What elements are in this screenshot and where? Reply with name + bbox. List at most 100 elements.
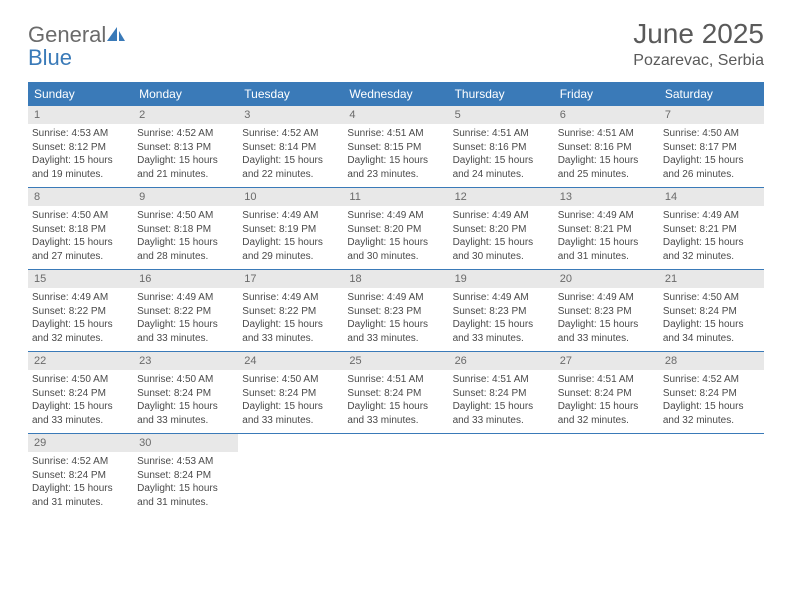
day-number: 15 — [28, 270, 133, 288]
dow-cell: Tuesday — [238, 82, 343, 106]
day-number: 10 — [238, 188, 343, 206]
day-body: Sunrise: 4:51 AMSunset: 8:15 PMDaylight:… — [343, 127, 448, 181]
day-body: Sunrise: 4:52 AMSunset: 8:14 PMDaylight:… — [238, 127, 343, 181]
logo: General Blue — [28, 24, 126, 70]
day-body: Sunrise: 4:49 AMSunset: 8:23 PMDaylight:… — [343, 291, 448, 345]
day-number: 1 — [28, 106, 133, 124]
day-body: Sunrise: 4:50 AMSunset: 8:24 PMDaylight:… — [659, 291, 764, 345]
day-cell: 16 Sunrise: 4:49 AMSunset: 8:22 PMDayligh… — [133, 270, 238, 351]
day-body: Sunrise: 4:52 AMSunset: 8:24 PMDaylight:… — [659, 373, 764, 427]
day-number: 29 — [28, 434, 133, 452]
day-number: 9 — [133, 188, 238, 206]
day-cell — [343, 434, 448, 515]
day-body: Sunrise: 4:51 AMSunset: 8:24 PMDaylight:… — [449, 373, 554, 427]
day-number: 17 — [238, 270, 343, 288]
day-body: Sunrise: 4:49 AMSunset: 8:21 PMDaylight:… — [554, 209, 659, 263]
day-number: 12 — [449, 188, 554, 206]
dow-cell: Friday — [554, 82, 659, 106]
day-cell: 29 Sunrise: 4:52 AMSunset: 8:24 PMDayligh… — [28, 434, 133, 515]
day-cell: 3 Sunrise: 4:52 AMSunset: 8:14 PMDaylight… — [238, 106, 343, 187]
day-number: 27 — [554, 352, 659, 370]
day-cell — [238, 434, 343, 515]
day-cell: 13Sunrise: 4:49 AMSunset: 8:21 PMDayligh… — [554, 188, 659, 269]
dow-cell: Sunday — [28, 82, 133, 106]
day-body: Sunrise: 4:50 AMSunset: 8:17 PMDaylight:… — [659, 127, 764, 181]
day-body: Sunrise: 4:50 AMSunset: 8:24 PMDaylight:… — [238, 373, 343, 427]
day-body: Sunrise: 4:51 AMSunset: 8:16 PMDaylight:… — [554, 127, 659, 181]
day-number: 4 — [343, 106, 448, 124]
day-number: 26 — [449, 352, 554, 370]
day-cell: 12 Sunrise: 4:49 AMSunset: 8:20 PMDayligh… — [449, 188, 554, 269]
day-cell: 30 Sunrise: 4:53 AMSunset: 8:24 PMDayligh… — [133, 434, 238, 515]
day-cell: 10Sunrise: 4:49 AMSunset: 8:19 PMDayligh… — [238, 188, 343, 269]
day-body: Sunrise: 4:49 AMSunset: 8:21 PMDaylight:… — [659, 209, 764, 263]
title-block: June 2025 Pozarevac, Serbia — [633, 18, 764, 70]
day-cell: 23Sunrise: 4:50 AMSunset: 8:24 PMDayligh… — [133, 352, 238, 433]
day-cell: 25Sunrise: 4:51 AMSunset: 8:24 PMDayligh… — [343, 352, 448, 433]
day-body: Sunrise: 4:49 AMSunset: 8:23 PMDaylight:… — [554, 291, 659, 345]
day-body: Sunrise: 4:49 AMSunset: 8:22 PMDaylight:… — [238, 291, 343, 345]
day-cell: 27 Sunrise: 4:51 AMSunset: 8:24 PMDayligh… — [554, 352, 659, 433]
day-cell: 5Sunrise: 4:51 AMSunset: 8:16 PMDaylight… — [449, 106, 554, 187]
day-cell: 28Sunrise: 4:52 AMSunset: 8:24 PMDayligh… — [659, 352, 764, 433]
day-cell: 18 Sunrise: 4:49 AMSunset: 8:23 PMDayligh… — [343, 270, 448, 351]
dow-cell: Saturday — [659, 82, 764, 106]
day-number: 11 — [343, 188, 448, 206]
day-body: Sunrise: 4:49 AMSunset: 8:22 PMDaylight:… — [28, 291, 133, 345]
day-number: 8 — [28, 188, 133, 206]
day-cell: 14Sunrise: 4:49 AMSunset: 8:21 PMDayligh… — [659, 188, 764, 269]
day-body: Sunrise: 4:51 AMSunset: 8:24 PMDaylight:… — [554, 373, 659, 427]
week-row: 1 Sunrise: 4:53 AMSunset: 8:12 PMDaylight… — [28, 106, 764, 188]
logo-text-general: General — [28, 22, 106, 47]
day-body: Sunrise: 4:53 AMSunset: 8:24 PMDaylight:… — [133, 455, 238, 509]
day-body: Sunrise: 4:50 AMSunset: 8:18 PMDaylight:… — [28, 209, 133, 263]
calendar: SundayMondayTuesdayWednesdayThursdayFrid… — [28, 82, 764, 515]
day-cell: 22 Sunrise: 4:50 AMSunset: 8:24 PMDayligh… — [28, 352, 133, 433]
day-number: 24 — [238, 352, 343, 370]
week-row: 8Sunrise: 4:50 AMSunset: 8:18 PMDaylight… — [28, 188, 764, 270]
day-cell: 9 Sunrise: 4:50 AMSunset: 8:18 PMDaylight… — [133, 188, 238, 269]
day-cell: 4 Sunrise: 4:51 AMSunset: 8:15 PMDaylight… — [343, 106, 448, 187]
day-cell: 20 Sunrise: 4:49 AMSunset: 8:23 PMDayligh… — [554, 270, 659, 351]
day-body: Sunrise: 4:49 AMSunset: 8:22 PMDaylight:… — [133, 291, 238, 345]
day-cell — [554, 434, 659, 515]
weeks-container: 1 Sunrise: 4:53 AMSunset: 8:12 PMDaylight… — [28, 106, 764, 515]
dow-cell: Monday — [133, 82, 238, 106]
day-number: 16 — [133, 270, 238, 288]
day-number: 2 — [133, 106, 238, 124]
day-cell — [659, 434, 764, 515]
day-cell: 6 Sunrise: 4:51 AMSunset: 8:16 PMDaylight… — [554, 106, 659, 187]
day-body: Sunrise: 4:53 AMSunset: 8:12 PMDaylight:… — [28, 127, 133, 181]
day-body: Sunrise: 4:50 AMSunset: 8:24 PMDaylight:… — [28, 373, 133, 427]
dow-cell: Wednesday — [343, 82, 448, 106]
day-number: 3 — [238, 106, 343, 124]
day-number: 21 — [659, 270, 764, 288]
month-title: June 2025 — [633, 18, 764, 50]
day-cell: 7Sunrise: 4:50 AMSunset: 8:17 PMDaylight… — [659, 106, 764, 187]
day-cell: 1 Sunrise: 4:53 AMSunset: 8:12 PMDaylight… — [28, 106, 133, 187]
day-body: Sunrise: 4:51 AMSunset: 8:16 PMDaylight:… — [449, 127, 554, 181]
day-body: Sunrise: 4:50 AMSunset: 8:18 PMDaylight:… — [133, 209, 238, 263]
day-number: 20 — [554, 270, 659, 288]
day-body: Sunrise: 4:49 AMSunset: 8:23 PMDaylight:… — [449, 291, 554, 345]
day-cell: 19 Sunrise: 4:49 AMSunset: 8:23 PMDayligh… — [449, 270, 554, 351]
day-body: Sunrise: 4:49 AMSunset: 8:20 PMDaylight:… — [449, 209, 554, 263]
day-number: 30 — [133, 434, 238, 452]
day-cell: 26 Sunrise: 4:51 AMSunset: 8:24 PMDayligh… — [449, 352, 554, 433]
week-row: 22 Sunrise: 4:50 AMSunset: 8:24 PMDayligh… — [28, 352, 764, 434]
day-cell: 2Sunrise: 4:52 AMSunset: 8:13 PMDaylight… — [133, 106, 238, 187]
day-cell: 8 Sunrise: 4:50 AMSunset: 8:18 PMDaylight… — [28, 188, 133, 269]
day-number: 18 — [343, 270, 448, 288]
day-number: 6 — [554, 106, 659, 124]
location: Pozarevac, Serbia — [633, 52, 764, 70]
dow-cell: Thursday — [449, 82, 554, 106]
day-number: 19 — [449, 270, 554, 288]
week-row: 15Sunrise: 4:49 AMSunset: 8:22 PMDayligh… — [28, 270, 764, 352]
day-cell: 17 Sunrise: 4:49 AMSunset: 8:22 PMDayligh… — [238, 270, 343, 351]
day-number: 23 — [133, 352, 238, 370]
day-number: 22 — [28, 352, 133, 370]
day-number: 25 — [343, 352, 448, 370]
dow-row: SundayMondayTuesdayWednesdayThursdayFrid… — [28, 82, 764, 106]
day-body: Sunrise: 4:49 AMSunset: 8:20 PMDaylight:… — [343, 209, 448, 263]
day-body: Sunrise: 4:52 AMSunset: 8:24 PMDaylight:… — [28, 455, 133, 509]
